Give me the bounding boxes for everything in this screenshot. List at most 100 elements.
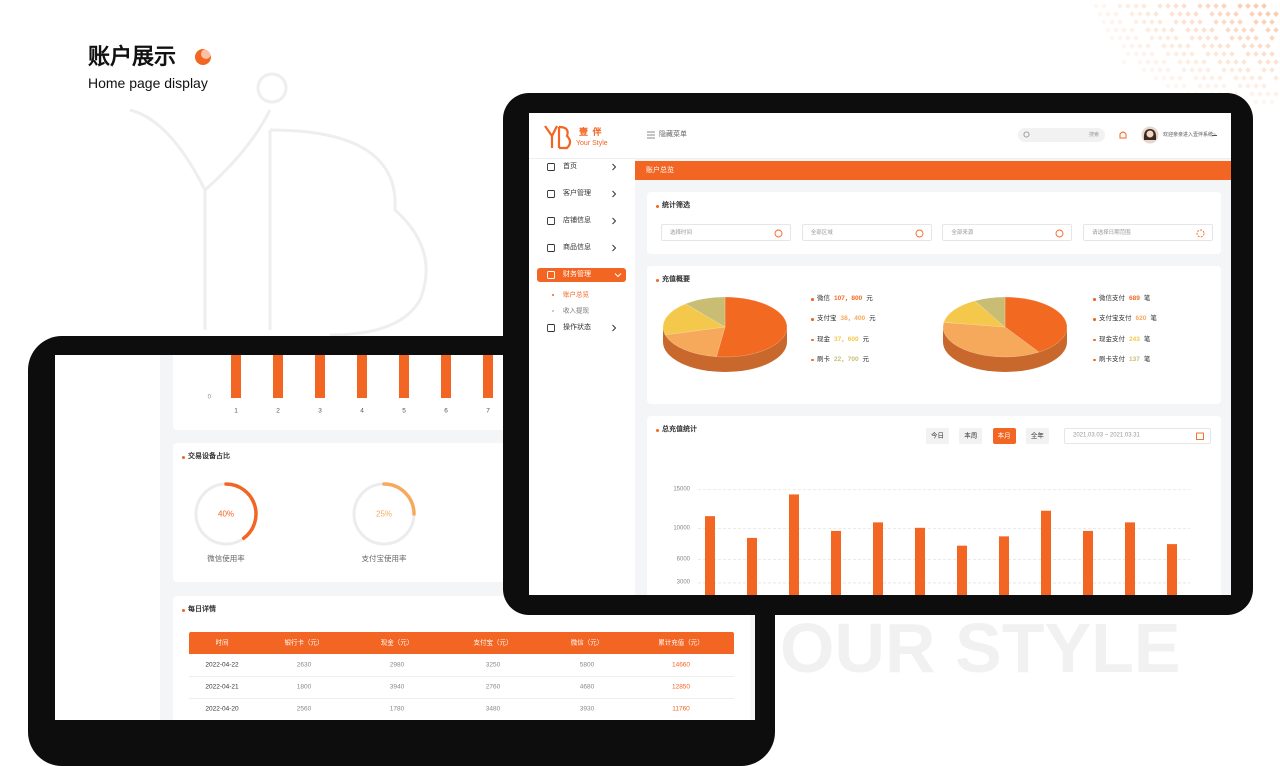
period-label[interactable]: 全年 (1030, 432, 1044, 440)
menu-item[interactable]: 客户管理 (563, 190, 591, 197)
bar-chart (698, 489, 1190, 595)
pie-slice (684, 296, 726, 328)
menu-toggle[interactable]: 隐藏菜单 (659, 131, 687, 138)
legend-row: 刷卡 22，700 元 (817, 355, 869, 365)
legend-value: 37，600 (834, 335, 859, 343)
pattern-dot (1097, 11, 1103, 17)
chevron-path (612, 217, 617, 225)
filter-placeholder: 选择时间 (670, 229, 693, 236)
pattern-dot (1109, 19, 1115, 25)
menu-item[interactable]: 财务管理 (563, 271, 591, 278)
pattern-dot (1269, 19, 1275, 25)
title-dot (656, 205, 659, 208)
menu-item[interactable]: 商品信息 (563, 244, 591, 251)
filter-field[interactable]: 请选择日期范围 (1083, 224, 1214, 241)
pattern-dot (1181, 3, 1187, 9)
pattern-dot (1181, 67, 1187, 73)
pattern-dot (1209, 43, 1215, 49)
menu-icon (547, 324, 555, 332)
search-icon (1023, 131, 1030, 138)
pattern-dot (1121, 43, 1127, 49)
table-cell: 3940 (389, 683, 405, 691)
avatar (1141, 126, 1159, 144)
pattern-dot (1193, 59, 1199, 65)
menu-icon-shape (547, 163, 555, 171)
pie-chart (662, 296, 788, 372)
pattern-dot (1093, 3, 1099, 9)
pattern-dot (1161, 27, 1167, 33)
pattern-dot (1133, 51, 1139, 57)
legend-unit: 笔 (1143, 335, 1151, 343)
submenu-item[interactable]: 收入提现 (563, 307, 589, 315)
pattern-dot (1245, 35, 1251, 41)
period-button[interactable] (992, 428, 1016, 444)
filter-icon-shape (915, 229, 924, 237)
pattern-dot (1253, 83, 1259, 89)
calendar-icon (1196, 432, 1204, 440)
period-button[interactable] (1025, 428, 1049, 444)
user-menu-dash (1212, 135, 1217, 136)
pattern-dot (1257, 43, 1263, 49)
pattern-dot (1165, 67, 1171, 73)
menu-item[interactable]: 店铺信息 (563, 217, 591, 224)
chevron (614, 273, 622, 278)
menu-icon (547, 217, 555, 225)
pattern-dot (1241, 59, 1247, 65)
pattern-dot (1249, 43, 1255, 49)
pattern-dot (1253, 99, 1259, 105)
menu-icon (547, 190, 555, 198)
menu-icon (547, 244, 555, 252)
pattern-dot (1169, 43, 1175, 49)
period-button[interactable] (926, 428, 949, 444)
ring-label: 微信使用率 (207, 553, 245, 563)
pattern-dot (1245, 67, 1251, 73)
filter-field[interactable]: 全部区域 (801, 224, 932, 241)
legend-row: 微信支付 689 笔 (1099, 294, 1150, 304)
period-label[interactable]: 本周 (964, 432, 978, 440)
pattern-dot (1141, 51, 1147, 57)
bar (915, 527, 925, 595)
pattern-dot (1221, 51, 1227, 57)
legend-dot (811, 298, 814, 301)
pie-slice (664, 326, 726, 357)
pattern-dot (1189, 51, 1195, 57)
menu-item[interactable]: 操作状态 (563, 324, 591, 331)
legend-dot (1093, 318, 1096, 321)
submenu-item[interactable]: 账户总览 (563, 291, 589, 299)
period-label[interactable]: 本月 (997, 432, 1011, 440)
menu-icon-shape (547, 324, 555, 332)
filter-field[interactable]: 全部来源 (942, 224, 1073, 241)
table-header-cell: 时间 (215, 639, 229, 647)
y-tick-label: 3000 (676, 579, 690, 586)
table-cell: 2022-04-22 (205, 661, 239, 669)
pattern-dot (1209, 75, 1215, 81)
menu-item[interactable]: 首页 (563, 163, 577, 170)
pattern-dot (1169, 11, 1175, 17)
pattern-dot (1225, 27, 1231, 33)
page: 账户展示 Home page display OUR STYLE 0300012… (28, 3, 1279, 766)
pattern-dot (1245, 3, 1251, 9)
table-cell: 2022-04-21 (205, 683, 239, 691)
pattern-dot (1165, 3, 1171, 9)
table-cell: 3480 (485, 705, 501, 713)
pattern-dot (1125, 35, 1131, 41)
pattern-dot (1177, 11, 1183, 17)
pattern-dot (1157, 67, 1163, 73)
pattern-dot (1209, 27, 1215, 33)
search-box[interactable] (1018, 128, 1105, 142)
table-cell: 5800 (579, 661, 595, 669)
pattern-dot (1225, 11, 1231, 17)
pattern-dot (1265, 43, 1271, 49)
pattern-dot (1273, 27, 1279, 33)
period-label[interactable]: 今日 (931, 432, 944, 440)
pattern-dot (1205, 83, 1211, 89)
ring-arc (224, 482, 258, 541)
background-decoration (129, 3, 1279, 337)
pattern-dot (1177, 59, 1183, 65)
pattern-dot (1249, 11, 1255, 17)
pattern-dot (1145, 11, 1151, 17)
date-range-box[interactable]: 2021.03.03 ~ 2021.03.31 (1064, 428, 1211, 444)
filter-field[interactable]: 选择时间 (661, 224, 791, 241)
period-button[interactable] (959, 428, 983, 444)
table-cell: 11760 (672, 705, 690, 713)
